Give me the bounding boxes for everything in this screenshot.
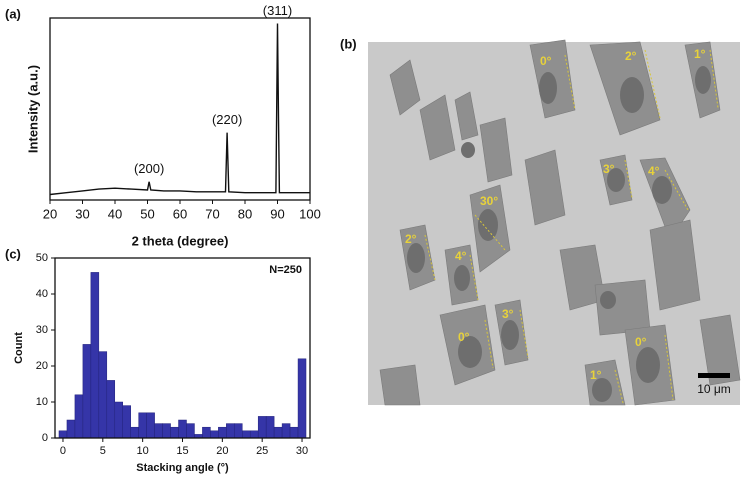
y-axis-label: Intensity (a.u.) [25, 65, 40, 153]
angle-label: 3° [502, 307, 514, 321]
angle-label: 30° [480, 194, 498, 208]
scale-bar-label: 10 μm [697, 382, 731, 396]
bar [234, 423, 243, 439]
peak-label: (311) [263, 3, 292, 18]
peak-label: (220) [212, 112, 242, 127]
bar [66, 419, 76, 439]
bar [281, 423, 291, 439]
y-tick-label: 0 [42, 432, 48, 444]
x-tick-label: 80 [238, 206, 252, 221]
y-tick-label: 40 [36, 288, 48, 300]
x-tick-label: 5 [100, 445, 106, 457]
flakes [379, 39, 741, 406]
angle-label: 3° [603, 162, 615, 176]
x-tick-label: 30 [296, 445, 308, 457]
angle-label: 1° [590, 368, 602, 382]
panel-label: (a) [5, 6, 21, 21]
bar [162, 423, 171, 439]
scale-bar [698, 373, 730, 378]
angle-label: 4° [648, 164, 660, 178]
bar [226, 423, 235, 439]
bar [178, 419, 187, 439]
bar [90, 272, 100, 439]
x-tick-label: 50 [140, 206, 154, 221]
y-axis-label: Count [13, 332, 25, 364]
x-tick-label: 60 [173, 206, 187, 221]
bar [186, 423, 195, 439]
bar [82, 344, 92, 439]
angle-label: 0° [540, 54, 552, 68]
x-tick-label: 20 [43, 206, 57, 221]
x-axis-label: Stacking angle (°) [136, 462, 229, 474]
panel-label: (c) [5, 246, 21, 261]
angle-label: 0° [635, 335, 647, 349]
bar [249, 430, 259, 439]
bar [289, 426, 299, 439]
bar [297, 358, 307, 439]
x-tick-label: 40 [108, 206, 122, 221]
xrd-line [49, 23, 310, 196]
peak-label: (200) [134, 161, 164, 176]
angle-label: 0° [458, 330, 470, 344]
y-tick-label: 10 [36, 396, 48, 408]
angle-label: 1° [694, 47, 706, 61]
bar [154, 423, 163, 439]
bar [257, 416, 267, 439]
x-tick-label: 90 [270, 206, 284, 221]
bar [202, 426, 211, 439]
bar [98, 351, 108, 439]
y-tick-label: 20 [36, 360, 48, 372]
y-tick-label: 50 [36, 252, 48, 264]
x-tick-label: 30 [75, 206, 89, 221]
bar [58, 430, 68, 439]
sample-count: N=250 [269, 264, 302, 276]
bar [265, 416, 275, 439]
x-axis-label: 2 theta (degree) [132, 233, 229, 248]
bar [114, 401, 123, 439]
x-tick-label: 25 [256, 445, 268, 457]
x-tick-label: 15 [176, 445, 188, 457]
panel-label: (b) [340, 36, 357, 51]
bar [218, 426, 227, 439]
micrograph: 0° 2° 1° 3° 4° 30° 2° 4° 3° 0° 0° 1° 10 … [368, 39, 741, 406]
y-tick-label: 30 [36, 324, 48, 336]
x-tick-label: 0 [60, 445, 66, 457]
x-tick-label: 20 [216, 445, 228, 457]
angle-label: 2° [625, 49, 637, 63]
bar [210, 430, 219, 439]
x-tick-label: 100 [299, 206, 321, 221]
bar [146, 412, 155, 439]
bar [242, 430, 251, 439]
bar [74, 394, 84, 439]
bar [170, 426, 179, 439]
angle-label: 2° [405, 232, 417, 246]
x-tick-label: 70 [205, 206, 219, 221]
plot-frame [49, 17, 311, 201]
angle-label: 4° [455, 249, 467, 263]
x-tick-label: 10 [137, 445, 149, 457]
bar [130, 426, 139, 439]
bar [273, 426, 283, 439]
bar [138, 412, 147, 439]
plot-frame [54, 257, 311, 439]
bar [106, 380, 116, 439]
angle-labels: 0° 2° 1° 3° 4° 30° 2° 4° 3° 0° 0° 1° [405, 47, 706, 382]
bar [122, 405, 131, 439]
